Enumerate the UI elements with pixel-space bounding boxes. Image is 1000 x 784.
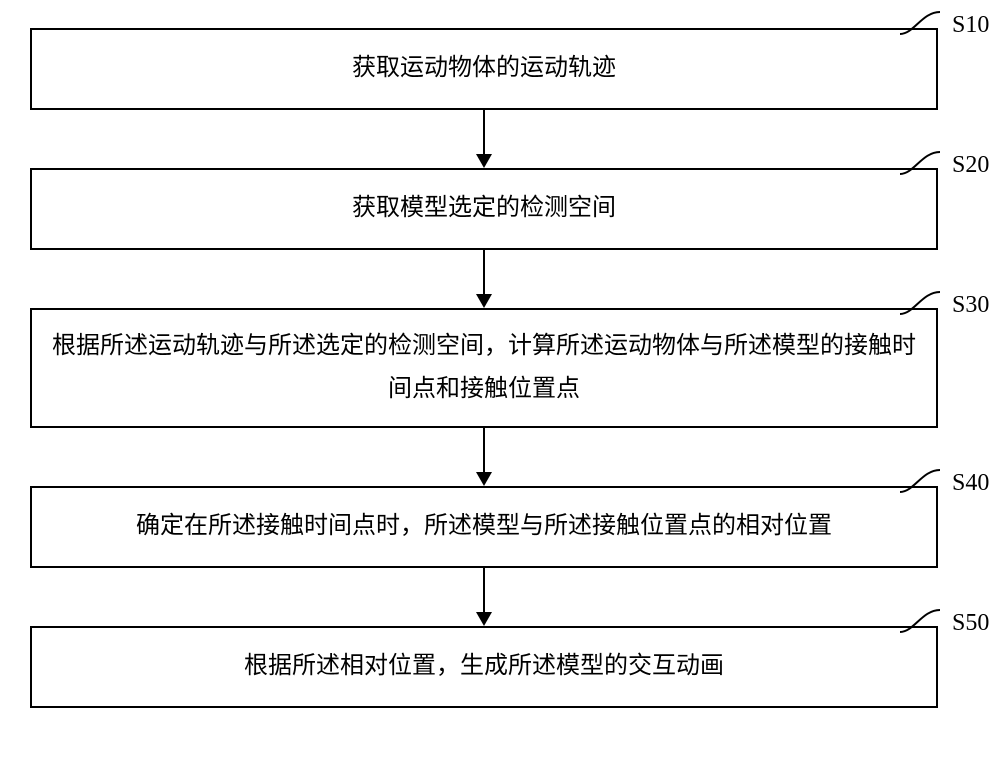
step-label-s20: S20 [952,152,989,179]
arrow-head-icon [476,472,492,486]
arrow-line [483,568,485,612]
arrow-line [483,250,485,294]
flow-node-s40: 确定在所述接触时间点时，所述模型与所述接触位置点的相对位置 [30,486,938,568]
flow-node-s10: 获取运动物体的运动轨迹 [30,28,938,110]
flow-node-text: 获取模型选定的检测空间 [352,187,616,230]
arrow-head-icon [476,154,492,168]
step-label-s30: S30 [952,292,989,319]
flow-node-s20: 获取模型选定的检测空间 [30,168,938,250]
arrow-head-icon [476,612,492,626]
flow-node-s30: 根据所述运动轨迹与所述选定的检测空间，计算所述运动物体与所述模型的接触时间点和接… [30,308,938,428]
step-label-s40: S40 [952,470,989,497]
step-label-s10: S10 [952,12,989,39]
flow-node-text: 根据所述相对位置，生成所述模型的交互动画 [244,645,724,688]
flow-node-s50: 根据所述相对位置，生成所述模型的交互动画 [30,626,938,708]
arrow-line [483,110,485,154]
flow-node-text: 获取运动物体的运动轨迹 [352,47,616,90]
step-label-s50: S50 [952,610,989,637]
flow-node-text: 确定在所述接触时间点时，所述模型与所述接触位置点的相对位置 [136,505,832,548]
flow-node-text: 根据所述运动轨迹与所述选定的检测空间，计算所述运动物体与所述模型的接触时间点和接… [52,325,916,411]
arrow-head-icon [476,294,492,308]
flowchart-canvas: 获取运动物体的运动轨迹 S10 获取模型选定的检测空间 S20 根据所述运动轨迹与所述选… [0,0,1000,784]
arrow-line [483,428,485,472]
